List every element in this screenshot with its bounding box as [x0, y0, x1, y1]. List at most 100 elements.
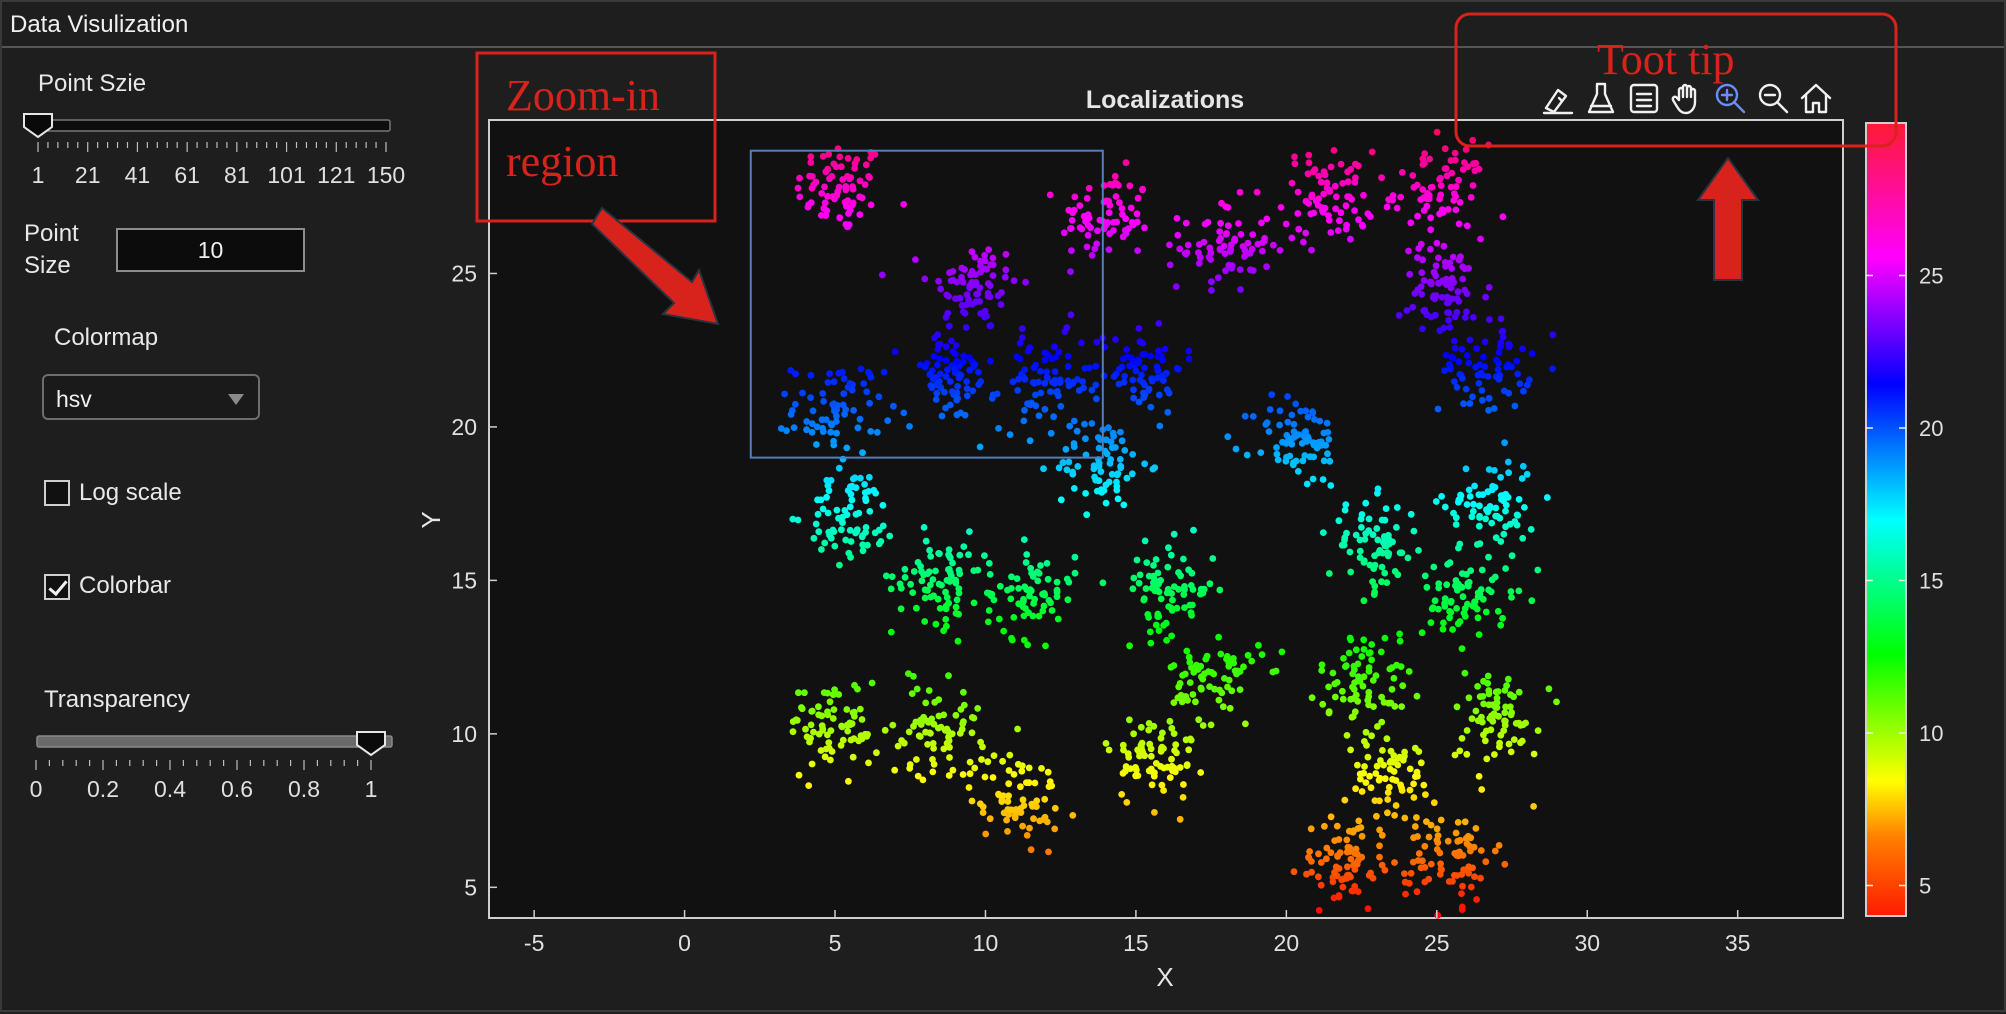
scatter-point — [859, 547, 867, 555]
scatter-point — [1023, 551, 1031, 558]
scatter-point — [1030, 600, 1037, 607]
scatter-point — [859, 449, 866, 457]
colorbar-checkbox[interactable] — [44, 574, 70, 600]
scatter-point — [1327, 229, 1335, 236]
scatter-point — [877, 538, 885, 545]
scatter-point — [1388, 685, 1396, 693]
scatter-point — [1463, 308, 1470, 316]
log-scale-checkbox[interactable] — [44, 480, 70, 506]
scatter-point — [981, 552, 988, 559]
scatter-point — [796, 174, 803, 182]
scatter-point — [930, 745, 937, 752]
zoom-in-icon[interactable] — [1712, 80, 1748, 116]
slider-tick-label: 150 — [366, 162, 406, 188]
scatter-point — [1440, 619, 1447, 627]
scatter-point — [1107, 438, 1115, 446]
scatter-point — [894, 742, 902, 750]
scatter-point — [956, 294, 964, 302]
scatter-point — [817, 747, 825, 754]
scatter-point — [1027, 846, 1035, 854]
slider-thumb[interactable] — [356, 731, 386, 757]
scatter-point — [1440, 242, 1448, 250]
scatter-point — [946, 554, 954, 562]
scatter-point — [1324, 450, 1331, 458]
scatter-point — [1070, 440, 1078, 447]
scatter-point — [1166, 774, 1174, 781]
scatter-point — [1432, 262, 1440, 270]
scatter-point — [970, 714, 978, 722]
scatter-point — [1001, 273, 1009, 281]
scatter-point — [796, 193, 804, 201]
scatter-point — [1288, 411, 1296, 419]
scatter-point — [1413, 692, 1421, 700]
scatter-point — [1186, 659, 1194, 666]
scatter-point — [1379, 549, 1387, 557]
scatter-point — [833, 418, 840, 425]
transparency-slider[interactable] — [22, 724, 422, 814]
scatter-point — [1367, 869, 1374, 877]
scatter-point — [1491, 751, 1498, 758]
scatter-point — [1553, 698, 1560, 706]
brush-icon[interactable] — [1540, 80, 1576, 116]
scatter-point — [1406, 270, 1414, 278]
scatter-point — [1458, 903, 1466, 911]
scatter-point — [815, 528, 823, 536]
scatter-point — [1368, 148, 1376, 156]
scatter-point — [847, 538, 855, 545]
home-icon[interactable] — [1798, 80, 1834, 116]
scatter-point — [856, 177, 864, 185]
scatter-point — [1359, 682, 1367, 690]
colormap-dropdown[interactable]: hsv — [42, 374, 260, 420]
scatter-point — [1319, 700, 1327, 708]
point-size-field-label: Point Size — [24, 218, 79, 282]
scatter-point — [861, 181, 869, 189]
scatter-point — [872, 489, 879, 497]
scatter-point — [1188, 569, 1196, 577]
scatter-point — [1206, 683, 1213, 690]
scatter-point — [1376, 842, 1383, 850]
scatter-point — [1368, 732, 1375, 740]
data-cursor-icon[interactable] — [1583, 80, 1619, 116]
scatter-point — [986, 357, 994, 365]
scatter-point — [1360, 191, 1367, 199]
scatter-point — [1121, 372, 1128, 380]
scatter-point — [824, 509, 832, 517]
legend-icon[interactable] — [1626, 80, 1662, 116]
scatter-point — [1340, 541, 1348, 549]
scatter-point — [945, 322, 953, 330]
zoom-out-icon[interactable] — [1755, 80, 1791, 116]
scatter-point — [1321, 822, 1328, 830]
slider-thumb[interactable] — [23, 113, 53, 139]
scatter-point — [847, 736, 855, 744]
scatter-point — [1308, 868, 1315, 876]
scatter-point — [1173, 604, 1181, 612]
scatter-point — [955, 610, 962, 618]
scatter-point — [1124, 353, 1132, 361]
scatter-point — [1070, 417, 1078, 425]
point-size-input[interactable] — [116, 228, 305, 272]
scatter-point — [1336, 849, 1344, 857]
scatter-point — [1410, 780, 1417, 788]
scatter-point — [821, 753, 829, 761]
pan-hand-icon[interactable] — [1669, 80, 1705, 116]
scatter-point — [1344, 193, 1351, 201]
scatter-point — [1472, 159, 1480, 167]
point-size-slider[interactable] — [22, 106, 422, 196]
scatter-point — [938, 581, 945, 589]
scatter-point — [955, 374, 963, 382]
scatter-point — [1146, 628, 1154, 636]
scatter-point — [1051, 825, 1059, 833]
scatter-point — [897, 605, 905, 613]
scatter-point — [1448, 169, 1456, 177]
scatter-point — [1188, 612, 1195, 619]
scatter-point — [1019, 796, 1027, 804]
plot-area[interactable] — [488, 119, 1844, 919]
scatter-point — [1159, 356, 1166, 364]
scatter-point — [987, 322, 995, 330]
scatter-point — [1446, 259, 1454, 267]
scatter-point — [1350, 827, 1358, 834]
slider-tick-label: 101 — [267, 162, 306, 188]
scatter-point — [1369, 531, 1377, 539]
scatter-point — [960, 543, 968, 550]
